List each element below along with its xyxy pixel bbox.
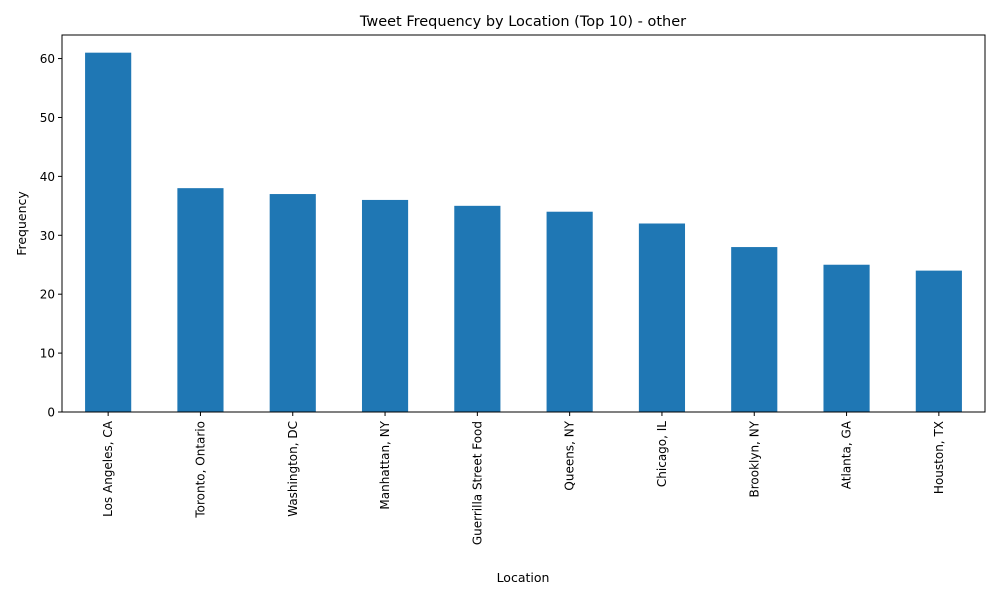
y-tick-label-0: 0 (47, 406, 55, 420)
x-tick-label-9: Houston, TX (932, 421, 946, 494)
x-tick-label-7: Brooklyn, NY (747, 420, 761, 497)
y-tick-label-1: 10 (40, 347, 55, 361)
x-tick-label-5: Queens, NY (563, 420, 577, 490)
y-tick-label-2: 20 (40, 288, 55, 302)
x-tick-label-3: Manhattan, NY (378, 420, 392, 509)
y-tick-label-3: 30 (40, 229, 55, 243)
bar-8 (823, 264, 870, 412)
x-tick-label-4: Guerrilla Street Food (470, 421, 484, 545)
x-tick-label-1: Toronto, Ontario (193, 421, 207, 519)
bar-0 (85, 52, 132, 412)
bar-5 (546, 211, 593, 412)
chart-title: Tweet Frequency by Location (Top 10) - o… (359, 14, 686, 30)
x-axis: Los Angeles, CA Toronto, Ontario Washingto… (101, 412, 946, 545)
x-tick-label-8: Atlanta, GA (840, 420, 854, 489)
bar-9 (915, 270, 962, 412)
bars-group (85, 52, 962, 412)
y-axis-label: Frequency (14, 191, 29, 256)
bar-6 (638, 223, 686, 412)
bar-3 (361, 199, 409, 412)
bar-1 (177, 188, 224, 412)
y-tick-label-6: 60 (40, 52, 55, 66)
y-tick-label-4: 40 (40, 170, 55, 184)
x-tick-label-0: Los Angeles, CA (101, 420, 115, 517)
bar-4 (454, 205, 501, 412)
x-axis-label: Location (497, 570, 550, 585)
bar-7 (731, 247, 778, 412)
y-tick-label-5: 50 (40, 111, 55, 125)
y-axis: 0 10 20 30 40 50 60 (40, 52, 62, 420)
x-tick-label-6: Chicago, IL (655, 421, 669, 487)
x-tick-label-2: Washington, DC (286, 421, 300, 517)
plot-frame (61, 34, 986, 413)
bar-2 (269, 194, 316, 412)
